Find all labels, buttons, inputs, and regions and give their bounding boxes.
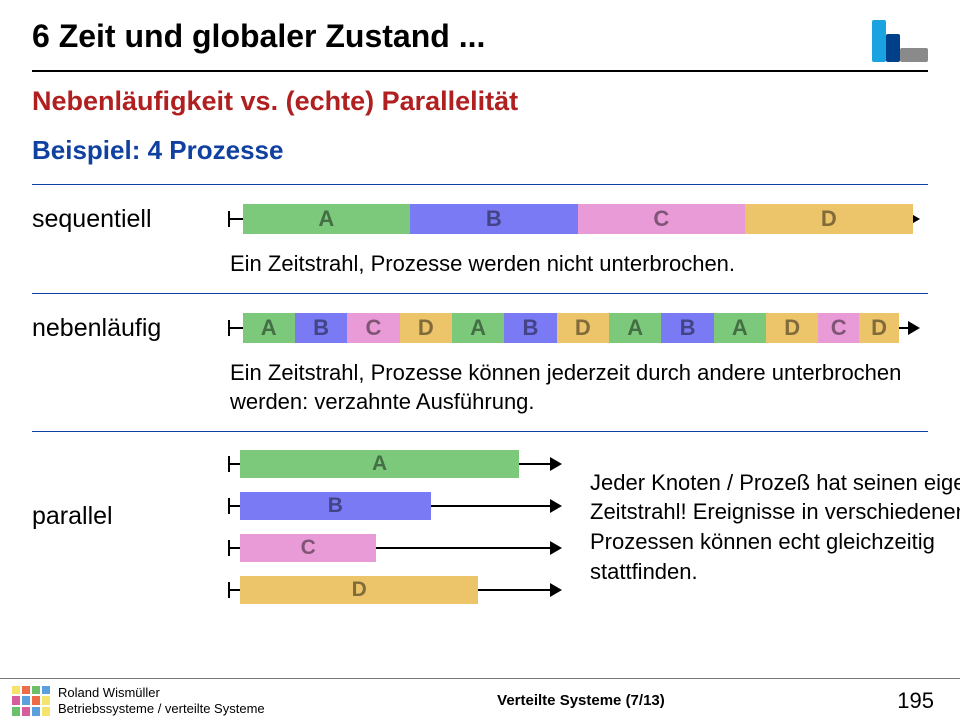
timeline-concurrent: ABCDABDABADCD	[230, 308, 928, 348]
lane-B: B	[230, 488, 570, 524]
segment-A: A	[240, 450, 519, 478]
segment-D: D	[400, 313, 452, 343]
slide: 6 Zeit und globaler Zustand ... Nebenläu…	[0, 0, 960, 722]
segment-A: A	[243, 204, 411, 234]
caption-concurrent: Ein Zeitstrahl, Prozesse können jederzei…	[230, 358, 928, 417]
label-sequential: sequentiell	[32, 199, 202, 234]
segment-B: B	[661, 313, 713, 343]
segment-D: D	[766, 313, 818, 343]
segment-A: A	[609, 313, 661, 343]
row-sequential: sequentiell ABCD Ein Zeitstrahl, Prozess…	[32, 199, 928, 279]
segment-B: B	[240, 492, 430, 520]
header: 6 Zeit und globaler Zustand ...	[32, 18, 928, 62]
lane-C: C	[230, 530, 570, 566]
segment-A: A	[714, 313, 766, 343]
footer-left: Roland Wismüller Betriebssysteme / verte…	[8, 685, 265, 716]
segment-A: A	[243, 313, 295, 343]
lane-A: A	[230, 446, 570, 482]
lane-D: D	[230, 572, 570, 608]
row-sep	[32, 293, 928, 294]
segment-C: C	[347, 313, 399, 343]
segment-C: C	[578, 204, 746, 234]
footer-center: Verteilte Systeme (7/13)	[497, 692, 665, 709]
footer: Roland Wismüller Betriebssysteme / verte…	[0, 678, 960, 722]
segment-D: D	[557, 313, 609, 343]
row-sep	[32, 431, 928, 432]
title-rule	[32, 70, 928, 72]
timelines-parallel: ABCD	[230, 446, 570, 608]
segment-C: C	[240, 534, 376, 562]
university-logo	[872, 20, 928, 62]
subtitle-blue: Beispiel: 4 Prozesse	[32, 135, 928, 166]
label-parallel: parallel	[32, 446, 202, 531]
footer-author: Roland Wismüller Betriebssysteme / verte…	[58, 685, 265, 716]
footer-author-sub: Betriebssysteme / verteilte Systeme	[58, 701, 265, 717]
slide-title: 6 Zeit und globaler Zustand ...	[32, 18, 485, 55]
segment-D: D	[745, 204, 913, 234]
row-sep	[32, 184, 928, 185]
segment-B: B	[504, 313, 556, 343]
caption-sequential: Ein Zeitstrahl, Prozesse werden nicht un…	[230, 249, 928, 279]
footer-grid-icon	[12, 686, 50, 716]
segment-D: D	[859, 313, 899, 343]
segment-C: C	[818, 313, 858, 343]
timeline-sequential: ABCD	[230, 199, 928, 239]
segment-D: D	[240, 576, 478, 604]
row-concurrent: nebenläufig ABCDABDABADCD Ein Zeitstrahl…	[32, 308, 928, 417]
caption-parallel: Jeder Knoten / Prozeß hat seinen eigenen…	[590, 468, 960, 587]
row-parallel: parallel ABCD Jeder Knoten / Prozeß hat …	[32, 446, 928, 608]
segment-A: A	[452, 313, 504, 343]
subtitle-red: Nebenläufigkeit vs. (echte) Parallelität	[32, 86, 928, 117]
segment-B: B	[295, 313, 347, 343]
footer-page: 195	[897, 688, 934, 714]
segment-B: B	[410, 204, 578, 234]
footer-author-name: Roland Wismüller	[58, 685, 265, 701]
label-concurrent: nebenläufig	[32, 308, 202, 343]
